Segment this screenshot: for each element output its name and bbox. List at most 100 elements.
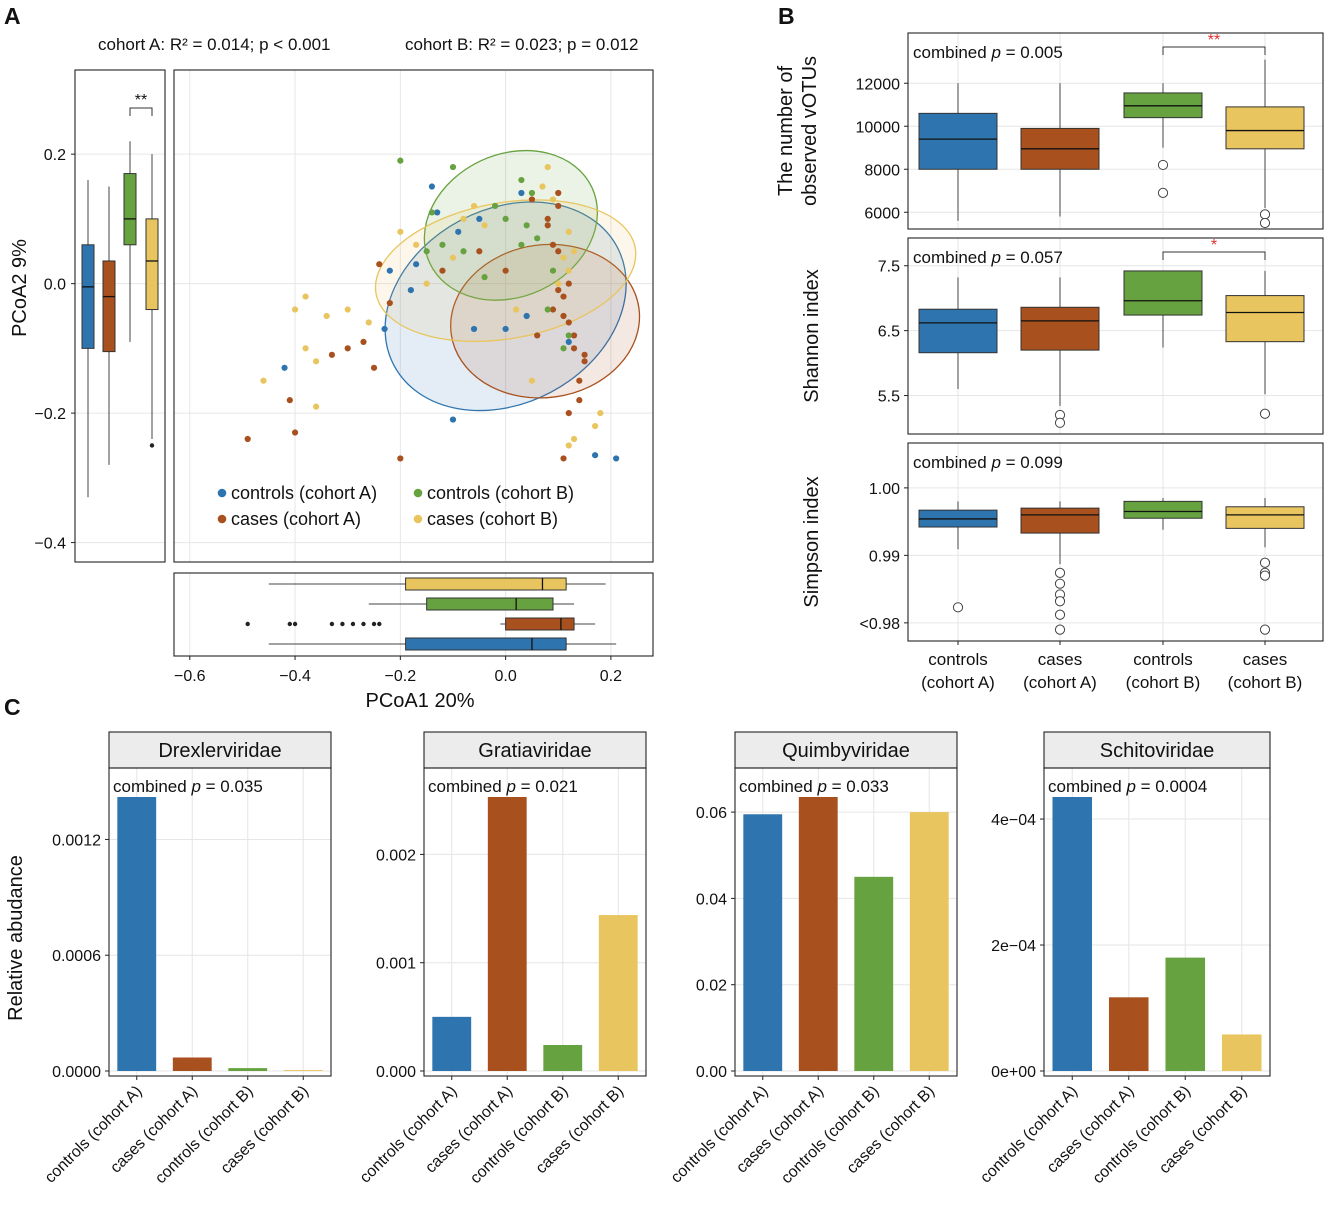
bar-ctrlA <box>432 1016 472 1071</box>
point-caseA <box>565 319 572 326</box>
panel-c-abundance: Relative abudance Drexlerviridae combined… <box>5 731 1271 1187</box>
y-tick-label: 0.002 <box>376 847 416 864</box>
facet-strip <box>1043 731 1271 769</box>
scatter-frame <box>173 69 654 563</box>
legend-label: cases (cohort A) <box>231 509 361 529</box>
outlier <box>1259 209 1271 220</box>
point-caseB <box>555 280 562 287</box>
point-ctrlB <box>449 164 457 171</box>
point-ctrlB <box>534 235 541 242</box>
category-label: controls (cohort B) <box>778 1083 882 1187</box>
combined-p-annotation: combined p = 0.005 <box>913 43 1063 62</box>
point-caseA <box>560 312 567 320</box>
point-caseB <box>291 306 299 313</box>
point-ctrlA <box>455 228 462 235</box>
point-caseA <box>576 397 583 404</box>
point-caseB <box>528 377 536 384</box>
facet-3: Quimbyviridae combined p = 0.033 0.00 0.02 0… <box>668 731 958 1187</box>
point-caseA <box>576 377 583 384</box>
point-caseB <box>323 312 330 320</box>
y-tick-label: 0.0 <box>44 277 66 294</box>
significance-bracket <box>1162 251 1266 260</box>
combined-p-annotation: combined p = 0.035 <box>113 777 263 796</box>
point-caseB <box>397 228 404 235</box>
y-tick-label: −0.4 <box>34 536 66 553</box>
legend: controls (cohort A) controls (cohort B) ca… <box>217 483 574 529</box>
facet-2: Gratiaviridae combined p = 0.021 0.000 0.00… <box>357 731 647 1187</box>
category-label: controls (cohort A) <box>357 1083 461 1187</box>
point-caseB <box>460 215 467 222</box>
significance-bracket <box>129 107 153 116</box>
point-caseB <box>313 358 320 365</box>
y-tick-label: 0.2 <box>44 147 66 164</box>
outlier <box>292 621 298 627</box>
legend-marker-caseA <box>217 514 227 524</box>
point-caseB <box>413 241 420 248</box>
legend-label: controls (cohort B) <box>427 483 574 503</box>
outlier <box>1054 596 1066 607</box>
point-ctrlA <box>386 267 393 274</box>
point-caseB <box>565 228 572 235</box>
point-caseA <box>439 267 446 274</box>
bar-caseB <box>598 915 638 1071</box>
point-caseA <box>376 261 383 268</box>
legend-marker-ctrlB <box>413 488 423 498</box>
point-ctrlA <box>434 209 441 216</box>
pcoa2-boxplot: ** 0.2 0.0 −0.2 −0.4 <box>34 69 166 563</box>
point-caseA <box>397 455 404 462</box>
point-caseA <box>549 306 557 313</box>
outlier <box>1259 624 1271 635</box>
x-axis-label: PCoA1 20% <box>366 690 475 712</box>
ellipse-ctrlB <box>423 149 599 301</box>
point-caseA <box>286 397 293 404</box>
category-label: controls <box>1133 650 1193 669</box>
box-ctrlB <box>1123 500 1203 519</box>
point-caseA <box>291 429 299 436</box>
bar-ctrlB <box>1165 957 1206 1071</box>
y-tick-label: 0.0006 <box>52 948 101 965</box>
significance-stars: ** <box>1208 32 1220 49</box>
box-ctrlA <box>918 112 998 170</box>
outlier <box>1054 609 1066 620</box>
y-axis-label: The number of <box>775 66 797 197</box>
pcoa1-box-frame <box>173 572 654 657</box>
significance-stars: ** <box>135 92 147 109</box>
point-caseB <box>365 319 372 326</box>
y-tick-label: 10000 <box>856 119 901 136</box>
point-caseA <box>476 248 483 255</box>
category-label: (cohort B) <box>1126 673 1201 692</box>
category-label: controls (cohort A) <box>42 1083 146 1187</box>
point-ctrlB <box>518 176 525 184</box>
outlier <box>1259 217 1271 229</box>
x-tick-label: 0.0 <box>494 668 516 685</box>
point-caseB <box>313 403 320 410</box>
point-ctrlB <box>560 345 567 352</box>
facet-frame <box>1043 767 1271 1077</box>
legend-label: cases (cohort B) <box>427 509 558 529</box>
point-caseA <box>370 364 378 371</box>
point-caseA <box>534 332 541 339</box>
outlier <box>952 602 964 613</box>
combined-p-annotation: combined p = 0.033 <box>739 777 889 796</box>
facet-frame <box>734 767 958 1077</box>
cohort-b-stats: cohort B: R² = 0.023; p = 0.012 <box>405 35 638 54</box>
point-ctrlA <box>565 338 572 345</box>
y-tick-label: 8000 <box>864 162 900 179</box>
point-ctrlA <box>428 183 436 190</box>
facet-strip <box>108 731 332 769</box>
outlier <box>1054 624 1066 635</box>
point-ctrlA <box>523 312 530 320</box>
facet-title: Gratiaviridae <box>478 740 591 762</box>
box-caseB <box>1225 106 1305 150</box>
outlier <box>245 621 250 627</box>
point-caseA <box>244 435 251 443</box>
y-tick-label: 1.00 <box>869 481 900 498</box>
outlier <box>377 621 382 627</box>
point-ctrlB <box>502 215 509 222</box>
box-caseA <box>505 617 575 631</box>
bar-caseA <box>798 797 838 1071</box>
combined-p-annotation: combined p = 0.021 <box>428 777 578 796</box>
point-ctrlA <box>381 325 388 333</box>
x-tick-label: −0.2 <box>385 668 417 685</box>
